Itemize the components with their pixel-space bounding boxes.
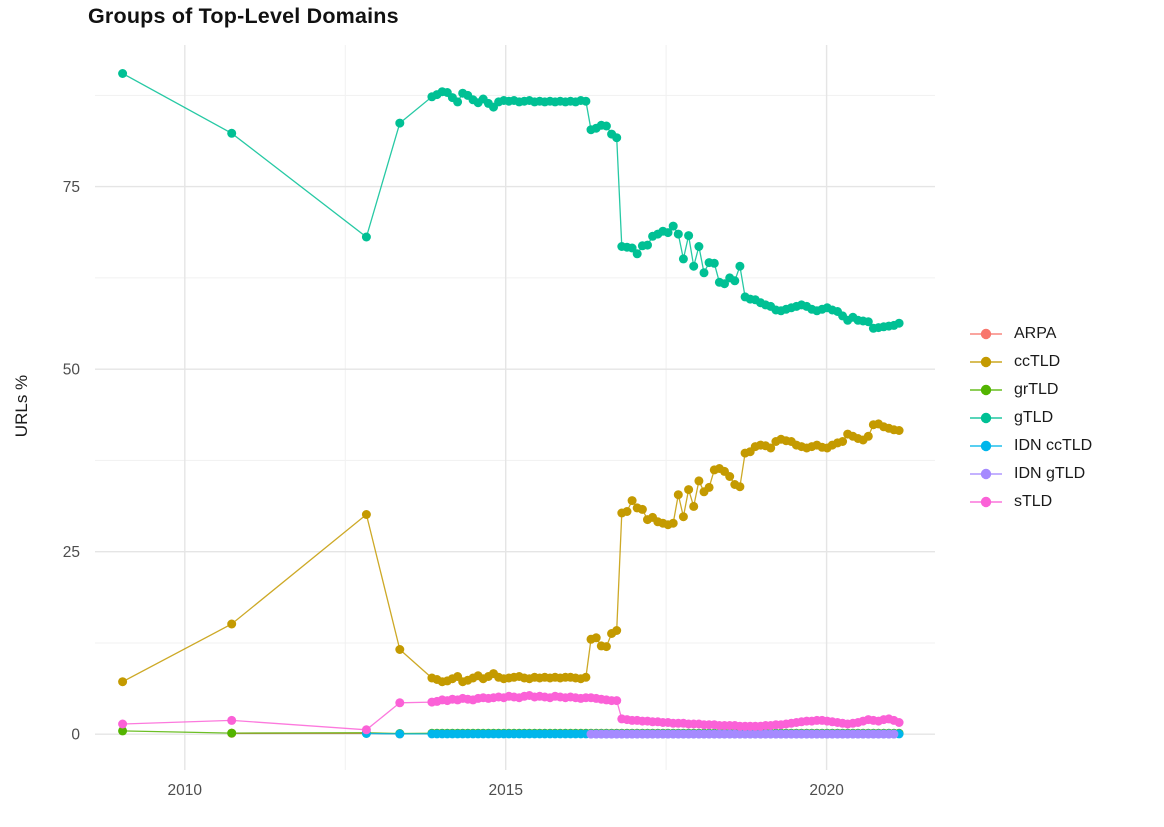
legend-label: ARPA [1014,325,1057,342]
legend-label: grTLD [1014,381,1059,398]
chart-title: Groups of Top-Level Domains [88,4,399,28]
legend-item-grtld: grTLD [968,376,1092,404]
svg-text:2015: 2015 [488,782,522,799]
legend-label: ccTLD [1014,353,1061,370]
legend-item-arpa: ARPA [968,320,1092,348]
legend-key-icon [970,384,1002,396]
y-axis-title: URLs % [12,374,31,438]
axis-tick-labels: 0 25 50 75 2010 2015 2020 [63,179,844,799]
legend: ARPA ccTLD grTLD gTLD IDN ccTLD IDN gTLD… [968,320,1092,516]
series-cctld [118,419,904,687]
legend-key-icon [970,356,1002,368]
series-idn-gtld [586,729,899,739]
grid-minor [95,45,935,770]
legend-label: IDN gTLD [1014,465,1086,482]
legend-label: gTLD [1014,409,1054,426]
svg-text:50: 50 [63,362,81,379]
legend-item-gtld: gTLD [968,404,1092,432]
legend-key-icon [970,496,1002,508]
legend-item-idn-cctld: IDN ccTLD [968,432,1092,460]
legend-key-icon [970,328,1002,340]
svg-text:25: 25 [63,544,80,561]
legend-item-stld: sTLD [968,488,1092,516]
legend-key-icon [970,412,1002,424]
svg-text:2010: 2010 [168,782,203,799]
legend-label: sTLD [1014,493,1053,510]
series-gtld [118,69,904,333]
grid-major [95,45,935,770]
series-stld [118,691,904,735]
legend-item-idn-gtld: IDN gTLD [968,460,1092,488]
svg-text:0: 0 [71,727,80,744]
svg-text:75: 75 [63,179,80,196]
svg-text:2020: 2020 [809,782,844,799]
legend-label: IDN ccTLD [1014,437,1093,454]
legend-key-icon [970,468,1002,480]
legend-key-icon [970,440,1002,452]
legend-item-cctld: ccTLD [968,348,1092,376]
